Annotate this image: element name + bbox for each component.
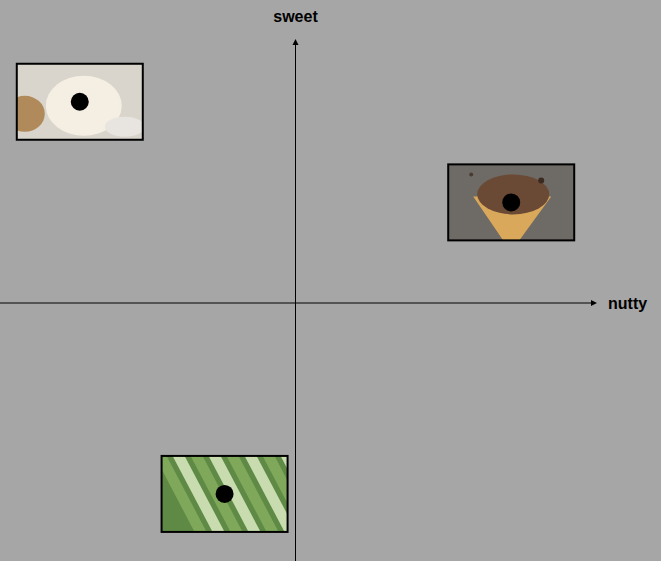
svg-text:nutty: nutty [608,295,647,312]
svg-text:sweet: sweet [273,8,318,25]
